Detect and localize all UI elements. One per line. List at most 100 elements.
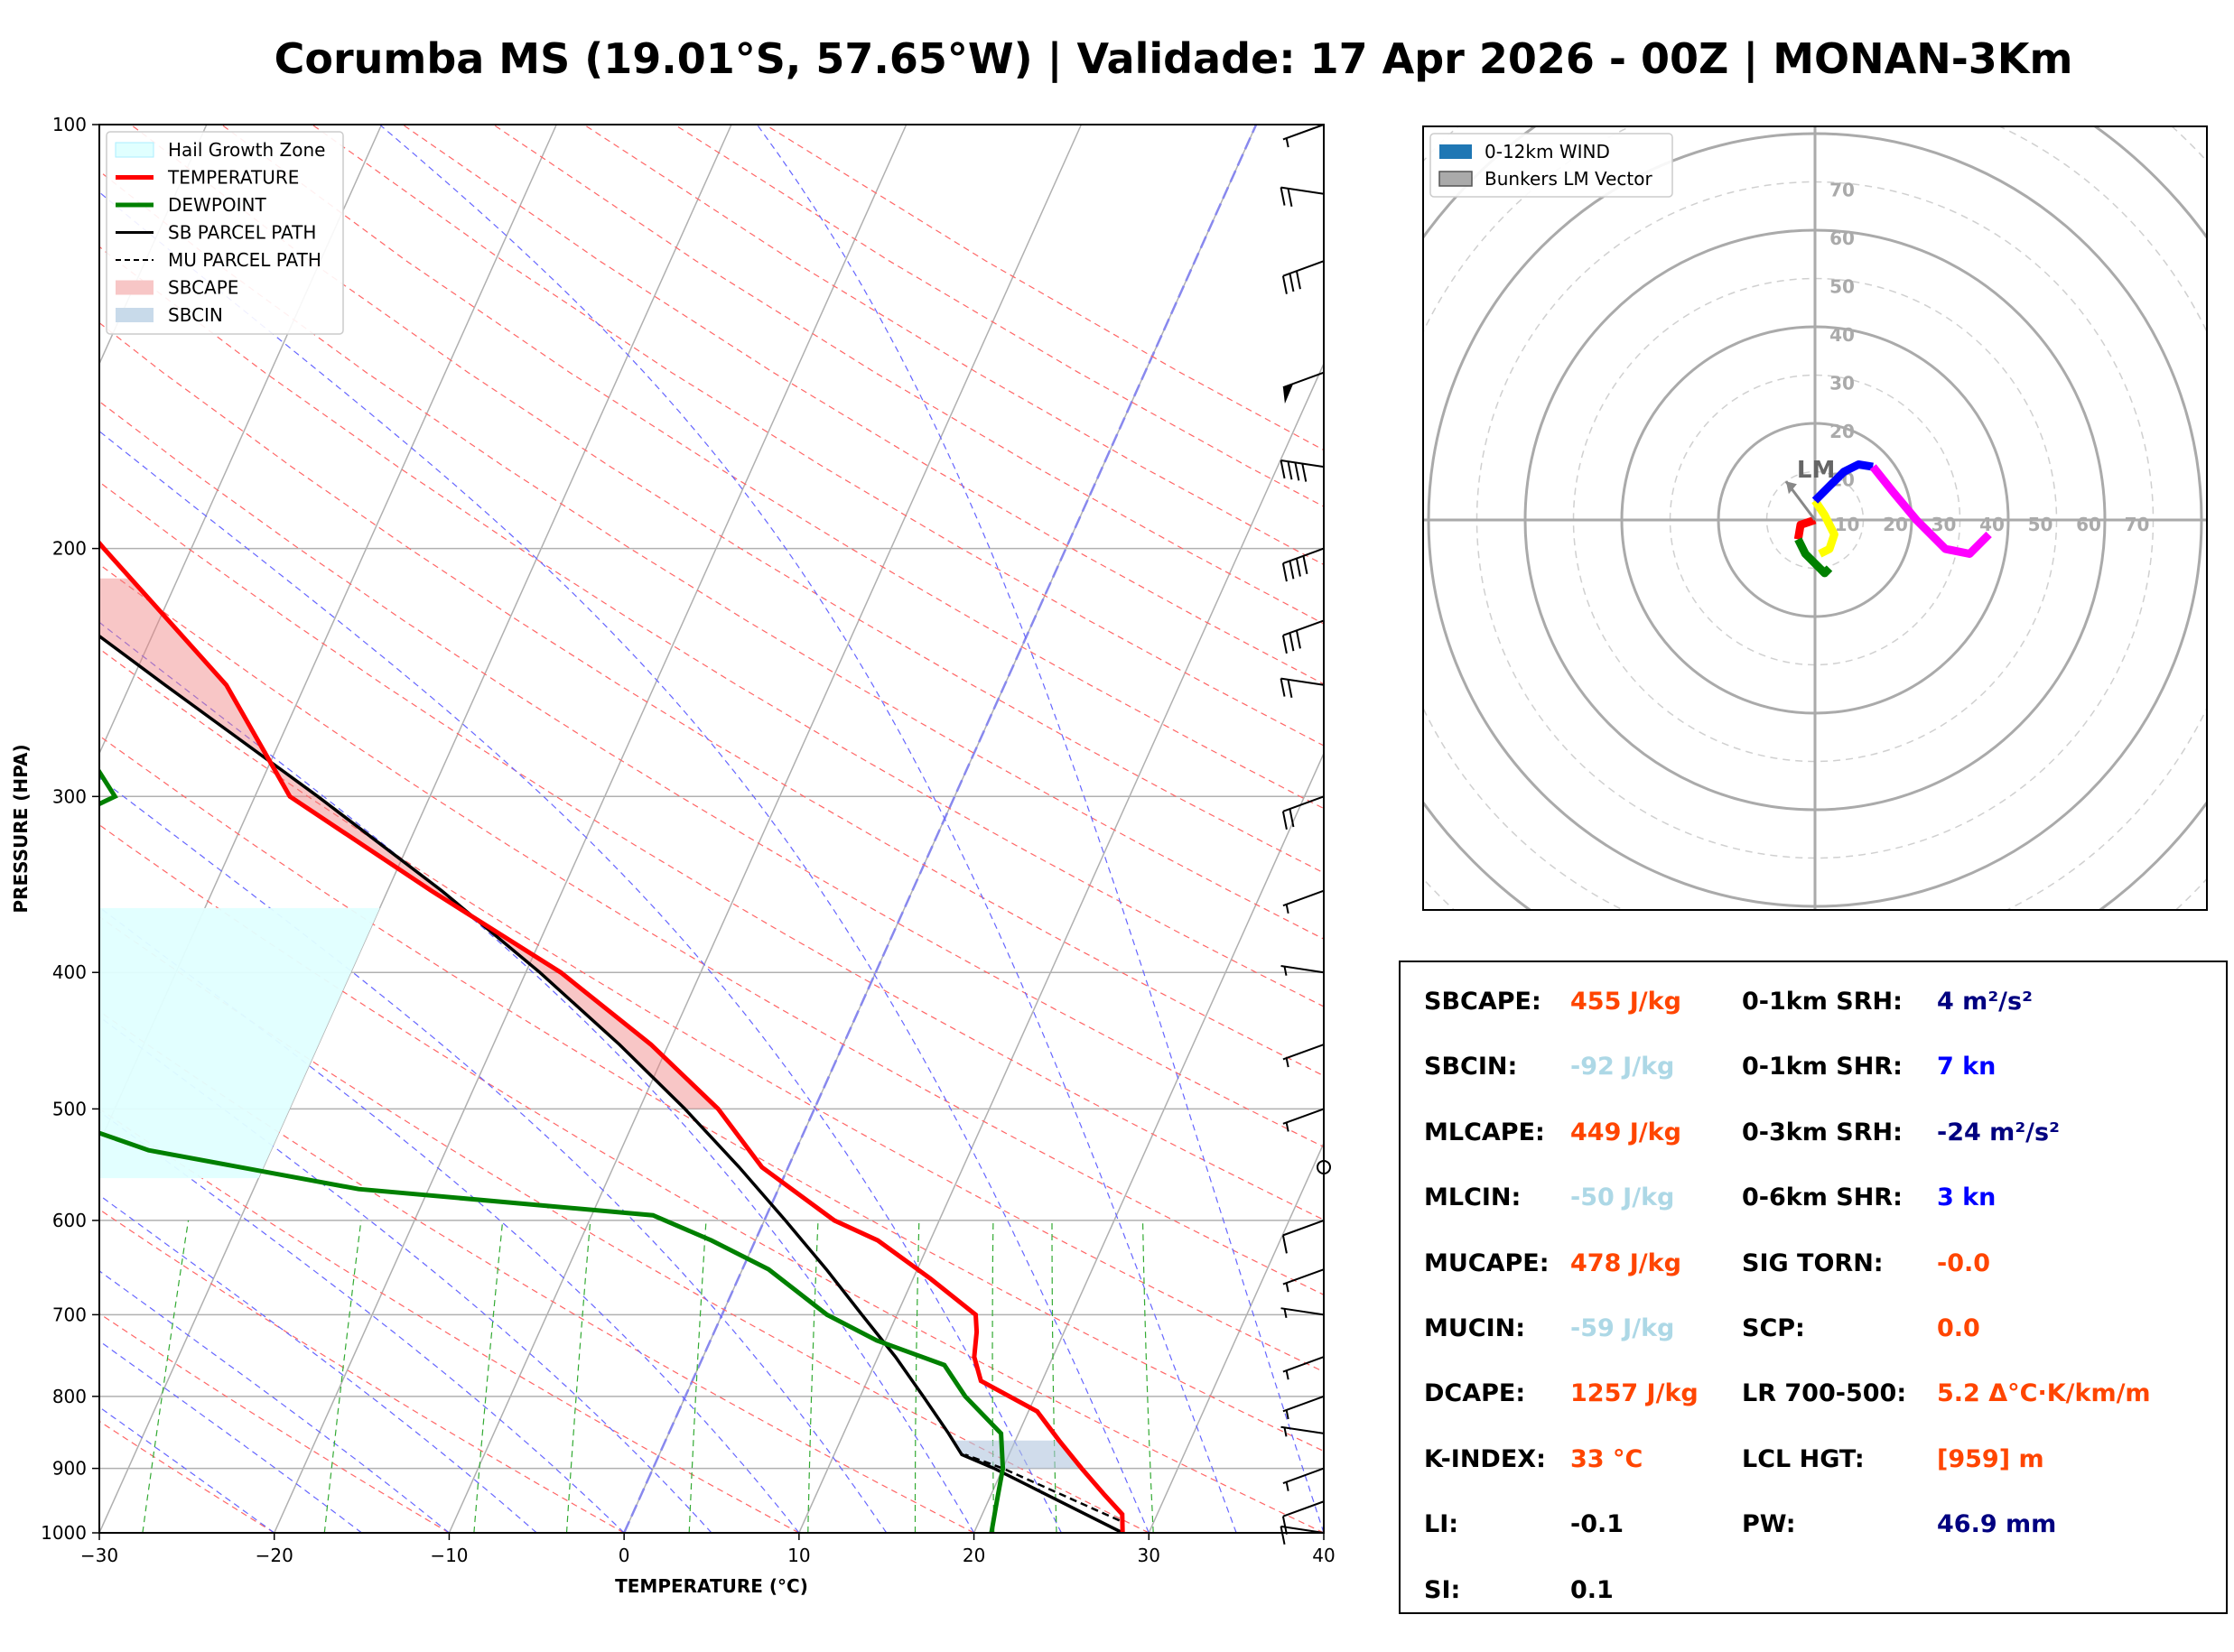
barb-flag — [1289, 808, 1295, 828]
x-axis-label: TEMPERATURE (°C) — [615, 1575, 808, 1597]
hodograph-ring — [1235, 0, 2234, 1100]
x-tick-label: −20 — [256, 1545, 293, 1566]
barb-flag — [1287, 679, 1293, 699]
isotherm-line — [448, 125, 1083, 1533]
mixing-ratio-line — [323, 1220, 362, 1533]
isotherm-line — [99, 125, 557, 1146]
barb-flag — [1281, 562, 1288, 582]
barb-staff — [1280, 965, 1325, 974]
barb-flag — [1295, 558, 1301, 577]
x-tick-label: 30 — [1138, 1545, 1160, 1566]
barb-staff — [1282, 260, 1325, 277]
wind-barb — [1281, 260, 1325, 294]
dry-adiabat — [99, 735, 1324, 1452]
ring-label: 50 — [2028, 514, 2053, 535]
y-tick-label: 700 — [52, 1304, 87, 1325]
ring-label: 70 — [2125, 514, 2150, 535]
y-tick-label: 200 — [52, 538, 87, 560]
index-label: MLCAPE: — [1424, 1118, 1545, 1146]
calm-circle — [1317, 1159, 1331, 1174]
dry-adiabat — [99, 1208, 625, 1533]
barb-flag — [1281, 635, 1288, 654]
isotherm-line — [1148, 1141, 1324, 1533]
ring-label: 70 — [1829, 180, 1855, 201]
barb-half-flag — [1283, 1427, 1288, 1437]
barb-pennant — [1282, 384, 1294, 404]
barb-staff — [1282, 889, 1325, 907]
index-label: LR 700-500: — [1742, 1379, 1907, 1408]
bunkers-lm-label: LM — [1797, 457, 1835, 484]
indices-panel: SBCAPE: 455 J/kg SBCIN: -92 J/kg MLCAPE: 449 … — [1399, 961, 2228, 1614]
index-value: 1257 J/kg — [1570, 1379, 1699, 1408]
barb-staff — [1282, 1395, 1325, 1413]
dry-adiabat — [99, 647, 1324, 1373]
legend-swatch — [116, 308, 154, 322]
index-value: 33 °C — [1570, 1444, 1643, 1473]
barb-flag — [1280, 187, 1286, 206]
x-tick-label: −30 — [80, 1545, 118, 1566]
legend-label: Hail Growth Zone — [168, 139, 325, 161]
index-label: MLCIN: — [1424, 1183, 1522, 1212]
index-label: LCL HGT: — [1742, 1444, 1865, 1473]
mixing-ratio-line — [991, 1220, 995, 1533]
wind-barb — [1282, 1395, 1325, 1420]
moist-adiabat — [99, 1270, 450, 1533]
ring-label: 40 — [1829, 324, 1855, 346]
isotherm-line — [99, 125, 732, 1533]
barb-staff — [1282, 124, 1325, 141]
legend-swatch — [1439, 144, 1472, 159]
barb-half-flag — [1285, 1122, 1289, 1132]
barb-staff — [1282, 1108, 1325, 1125]
y-tick-label: 100 — [52, 114, 87, 135]
index-label: 0-1km SHR: — [1742, 1053, 1903, 1081]
y-tick-label: 500 — [52, 1098, 87, 1119]
barb-staff — [1280, 186, 1325, 195]
wind-barb — [1282, 889, 1325, 914]
barb-staff — [1282, 1268, 1325, 1285]
dry-adiabat — [130, 125, 1324, 874]
index-label: 0-3km SRH: — [1742, 1118, 1903, 1146]
barb-flag — [1280, 459, 1286, 479]
index-value: 0.1 — [1570, 1575, 1614, 1604]
hodograph-segment — [1793, 515, 1817, 541]
barb-half-flag — [1283, 966, 1288, 976]
ring-label: 20 — [1883, 514, 1908, 535]
y-tick-label: 400 — [52, 961, 87, 983]
barb-half-flag — [1283, 1308, 1288, 1318]
index-value: -92 J/kg — [1570, 1053, 1675, 1081]
barb-staff — [1282, 1044, 1325, 1061]
wind-barb — [1282, 371, 1325, 404]
moist-adiabat — [99, 430, 1062, 1533]
wind-barb — [1281, 1219, 1325, 1254]
hodograph-segment — [1794, 537, 1833, 578]
mu-parcel-path — [964, 1453, 1121, 1522]
index-value: -24 m²/s² — [1937, 1118, 2060, 1146]
isotherm-line — [798, 362, 1324, 1533]
barb-staff — [1282, 1500, 1325, 1517]
legend-label: MU PARCEL PATH — [168, 249, 321, 271]
dry-adiabat — [99, 401, 1324, 1148]
mixing-ratio-line — [142, 1220, 190, 1533]
barb-half-flag — [1285, 1481, 1289, 1491]
dry-adiabat — [312, 125, 1324, 747]
y-tick-label: 1000 — [41, 1522, 87, 1544]
barb-staff — [1282, 1467, 1325, 1485]
dry-adiabat — [99, 563, 1324, 1295]
moist-adiabat — [99, 1016, 712, 1533]
wind-barb — [1282, 1044, 1325, 1068]
index-label: 0-1km SRH: — [1742, 988, 1903, 1016]
barb-half-flag — [1285, 1283, 1289, 1293]
y-tick-label: 600 — [52, 1210, 87, 1231]
hodograph-segment — [1811, 498, 1838, 558]
moist-adiabat — [99, 621, 975, 1533]
x-tick-label: 0 — [619, 1545, 630, 1566]
barb-flag — [1281, 275, 1288, 294]
hodograph-legend-box — [1429, 133, 1673, 198]
mixing-ratio-line — [1141, 1220, 1154, 1533]
index-label: SBCIN: — [1424, 1053, 1518, 1081]
barb-half-flag — [1285, 1057, 1289, 1068]
index-label: LI: — [1424, 1510, 1459, 1539]
barb-flag — [1295, 270, 1301, 290]
